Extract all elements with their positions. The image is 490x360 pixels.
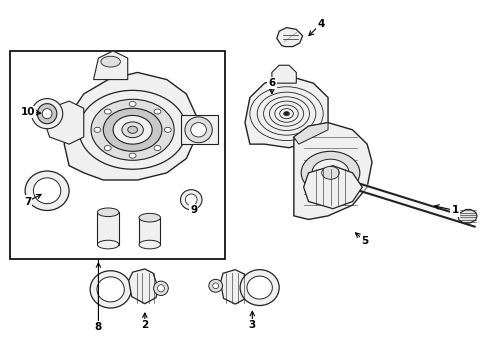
Text: 2: 2: [141, 320, 148, 330]
Circle shape: [103, 108, 162, 151]
Polygon shape: [220, 270, 248, 304]
Text: 5: 5: [361, 236, 368, 246]
Circle shape: [79, 90, 186, 169]
Bar: [181, 116, 218, 144]
Circle shape: [312, 159, 349, 186]
Circle shape: [129, 153, 136, 158]
Ellipse shape: [139, 240, 160, 249]
Polygon shape: [94, 51, 128, 80]
Ellipse shape: [98, 208, 119, 217]
Text: 3: 3: [249, 320, 256, 330]
Text: 7: 7: [24, 197, 31, 207]
Ellipse shape: [33, 178, 61, 204]
Bar: [98, 212, 119, 244]
Polygon shape: [294, 123, 372, 220]
Text: 10: 10: [20, 107, 35, 117]
Circle shape: [154, 109, 161, 114]
Ellipse shape: [158, 285, 164, 292]
Ellipse shape: [247, 276, 272, 299]
Bar: [139, 218, 160, 244]
Circle shape: [154, 145, 161, 150]
Circle shape: [301, 151, 360, 194]
Text: 4: 4: [317, 19, 324, 29]
Circle shape: [91, 99, 174, 160]
Ellipse shape: [97, 277, 124, 302]
Circle shape: [164, 127, 171, 132]
Circle shape: [113, 116, 152, 144]
Ellipse shape: [25, 171, 69, 211]
Ellipse shape: [154, 281, 168, 296]
Ellipse shape: [31, 99, 63, 129]
Circle shape: [94, 127, 101, 132]
Ellipse shape: [209, 279, 222, 292]
Bar: [10, 51, 225, 259]
Polygon shape: [64, 72, 196, 180]
Ellipse shape: [185, 194, 197, 206]
Polygon shape: [272, 65, 296, 83]
Text: 9: 9: [190, 206, 197, 216]
Polygon shape: [245, 76, 328, 148]
Ellipse shape: [98, 240, 119, 249]
Polygon shape: [45, 101, 84, 144]
Circle shape: [129, 102, 136, 107]
Ellipse shape: [191, 123, 206, 137]
Text: 8: 8: [95, 322, 102, 332]
Ellipse shape: [240, 270, 279, 306]
Ellipse shape: [37, 104, 57, 124]
Text: 6: 6: [268, 78, 275, 88]
Circle shape: [104, 145, 111, 150]
Circle shape: [322, 166, 339, 179]
Circle shape: [104, 109, 111, 114]
Polygon shape: [129, 269, 158, 304]
Ellipse shape: [180, 190, 202, 210]
Ellipse shape: [42, 109, 52, 119]
Polygon shape: [277, 28, 303, 46]
Circle shape: [284, 112, 290, 116]
Ellipse shape: [213, 283, 219, 289]
Ellipse shape: [185, 117, 212, 143]
Text: 1: 1: [451, 206, 459, 216]
Circle shape: [128, 126, 138, 134]
Polygon shape: [304, 166, 362, 209]
Polygon shape: [458, 210, 477, 223]
Ellipse shape: [139, 213, 160, 222]
Circle shape: [122, 122, 144, 138]
Polygon shape: [294, 123, 328, 144]
Ellipse shape: [90, 271, 131, 308]
Ellipse shape: [101, 56, 121, 67]
